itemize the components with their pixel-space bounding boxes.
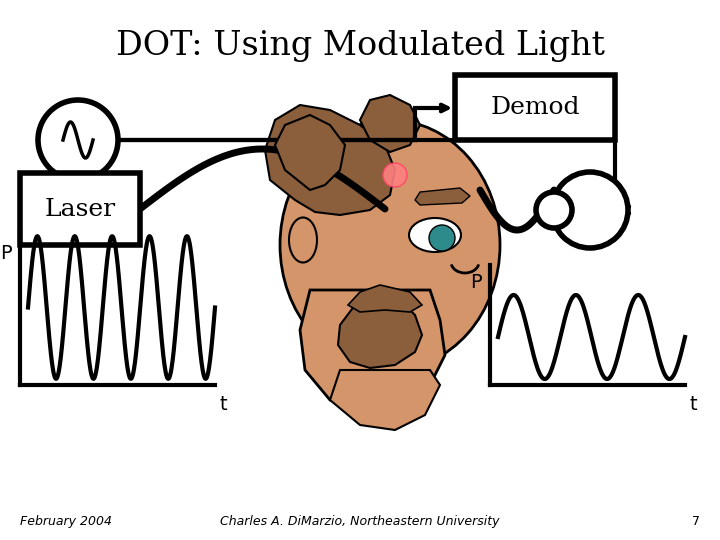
Text: 7: 7 [692,515,700,528]
Text: Laser: Laser [45,198,116,220]
FancyBboxPatch shape [20,173,140,245]
Polygon shape [348,285,422,312]
Ellipse shape [409,218,461,252]
Circle shape [38,100,118,180]
Text: Charles A. DiMarzio, Northeastern University: Charles A. DiMarzio, Northeastern Univer… [220,515,500,528]
Circle shape [383,163,407,187]
Circle shape [429,225,455,251]
Circle shape [536,192,572,228]
Polygon shape [415,188,470,205]
FancyBboxPatch shape [455,75,615,140]
Polygon shape [330,370,440,430]
Polygon shape [265,105,395,215]
Polygon shape [275,115,345,190]
Circle shape [552,172,628,248]
Polygon shape [338,300,422,368]
Text: Demod: Demod [490,97,580,119]
Text: DOT: Using Modulated Light: DOT: Using Modulated Light [115,30,605,62]
Text: P: P [470,273,482,293]
Text: February 2004: February 2004 [20,515,112,528]
Ellipse shape [289,218,317,262]
Text: P: P [1,244,12,263]
Text: t: t [689,395,697,414]
Polygon shape [360,95,420,152]
Ellipse shape [280,120,500,370]
Polygon shape [300,290,445,415]
Text: t: t [219,395,227,414]
